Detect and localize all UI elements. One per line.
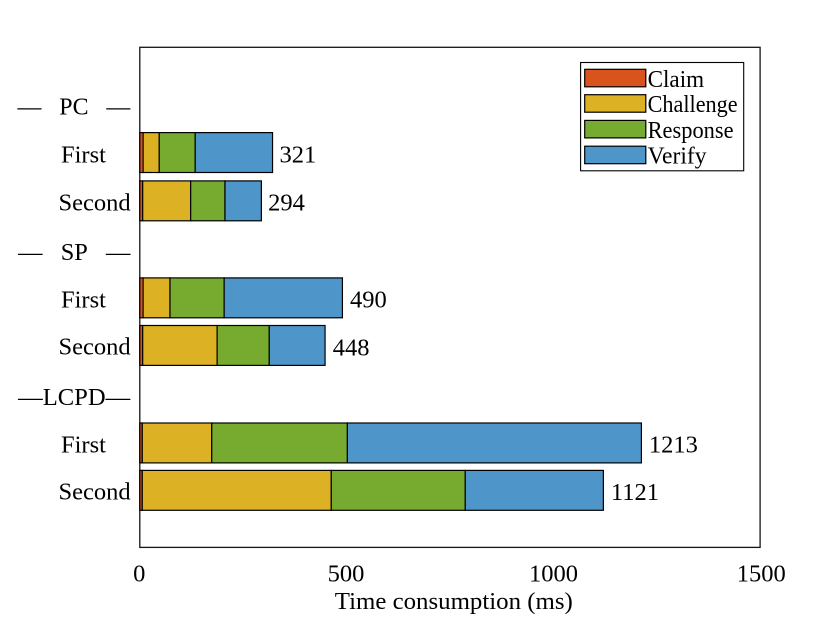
svg-text:Claim: Claim xyxy=(648,66,705,93)
svg-text:Second: Second xyxy=(59,190,131,217)
svg-text:—LCPD—: —LCPD— xyxy=(17,384,130,411)
svg-text:1500: 1500 xyxy=(737,560,786,587)
svg-text:448: 448 xyxy=(333,334,370,361)
svg-text:Verify: Verify xyxy=(648,143,708,170)
svg-text:First: First xyxy=(61,287,106,314)
svg-text:490: 490 xyxy=(350,287,387,314)
svg-text:First: First xyxy=(61,142,106,169)
svg-text:Time consumption (ms): Time consumption (ms) xyxy=(335,588,573,615)
svg-text:Challenge: Challenge xyxy=(648,91,738,118)
svg-text:— PC —: — PC — xyxy=(17,93,131,120)
svg-text:0: 0 xyxy=(133,560,145,587)
svg-text:First: First xyxy=(61,432,106,459)
svg-text:500: 500 xyxy=(328,560,365,587)
svg-text:Second: Second xyxy=(59,479,131,506)
svg-text:Second: Second xyxy=(59,334,131,361)
svg-text:1121: 1121 xyxy=(611,479,659,506)
svg-text:321: 321 xyxy=(280,142,317,169)
svg-text:1213: 1213 xyxy=(649,431,698,458)
svg-text:1000: 1000 xyxy=(529,560,578,587)
svg-text:— SP —: — SP — xyxy=(17,239,131,266)
svg-text:294: 294 xyxy=(268,189,305,216)
svg-text:Response: Response xyxy=(648,117,734,144)
